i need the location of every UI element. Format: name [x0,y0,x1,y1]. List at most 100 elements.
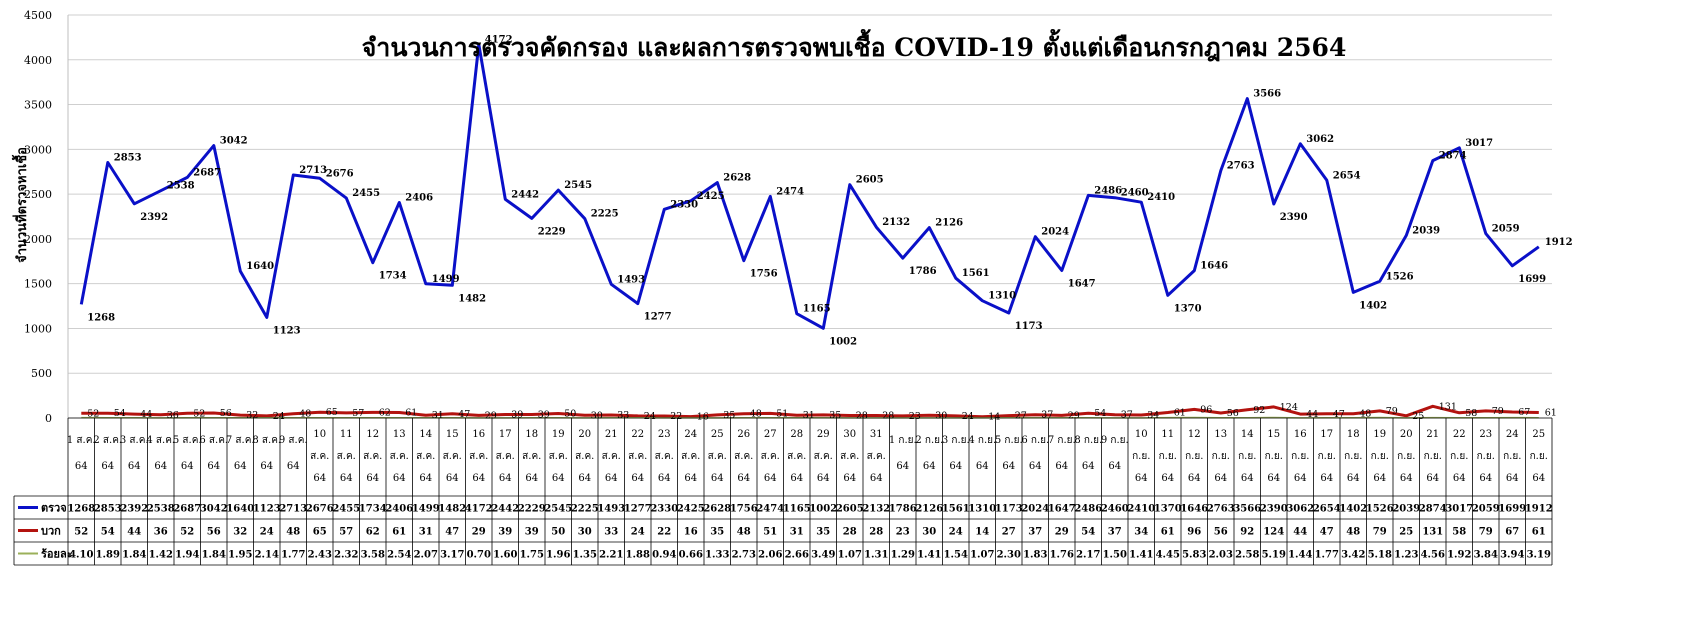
table-cell-value: 1165 [783,504,811,515]
data-label-positive: 57 [352,408,364,419]
x-tick-label: ก.ย. [1424,451,1442,462]
data-label-positive: 65 [326,407,338,418]
table-cell-value: 1.29 [891,550,915,561]
table-cell-value: 2538 [147,504,175,515]
x-tick-label: 64 [154,461,167,472]
data-label-positive: 61 [1545,408,1557,419]
x-tick-label: 64 [499,473,512,484]
table-cell-value: 2392 [120,504,148,515]
x-tick-label: 13 [393,429,406,440]
table-cell-value: 2676 [306,504,334,515]
table-cell-value: 2024 [1021,504,1049,515]
data-label-tested: 2853 [114,152,142,163]
x-tick-label: 64 [1453,473,1466,484]
x-tick-label: 15 [446,429,459,440]
data-label-positive: 28 [882,410,894,421]
legend-label: ตรวจ [41,502,67,515]
table-cell-value: 61 [1161,527,1175,538]
x-tick-label: 21 [1426,429,1439,440]
x-tick-label: ก.ย. [1397,451,1415,462]
x-tick-label: 64 [1320,473,1333,484]
table-cell-value: 1499 [412,504,440,515]
table-cell-value: 2545 [544,504,572,515]
x-tick-label: ส.ค. [496,451,515,462]
x-tick-label: 27 [764,429,777,440]
x-tick-label: ส.ค. [575,451,594,462]
x-tick-label: 64 [1214,473,1227,484]
table-cell-value: 62 [366,527,380,538]
x-tick-label: 64 [393,473,406,484]
x-tick-label: ส.ค. [337,451,356,462]
data-label-tested: 2654 [1333,170,1361,181]
x-tick-label: 22 [1453,429,1466,440]
x-tick-label: 21 [605,429,618,440]
x-tick-label: 64 [790,473,803,484]
table-cell-value: 1.33 [705,550,729,561]
x-tick-label: ก.ย. [1503,451,1521,462]
table-cell-value: 1.95 [228,550,252,561]
x-tick-label: 64 [1055,461,1068,472]
x-tick-label: 64 [1082,461,1095,472]
y-tick-label: 1500 [24,278,52,291]
data-label-positive: 30 [591,410,603,421]
x-tick-label: 16 [1294,429,1307,440]
table-cell-value: 33 [604,527,618,538]
x-tick-label: 22 [631,429,644,440]
data-label-positive: 124 [1280,402,1298,413]
x-tick-label: 2 ก.ย. [915,435,943,446]
x-tick-label: ส.ค. [549,451,568,462]
table-cell-value: 1.94 [175,550,199,561]
x-tick-label: 64 [1161,473,1174,484]
x-tick-label: ส.ค. [787,451,806,462]
x-tick-label: 25 [711,429,724,440]
table-cell-value: 1646 [1180,504,1208,515]
table-cell-value: 29 [472,527,486,538]
data-label-tested: 2628 [723,173,751,184]
table-cell-value: 1402 [1339,504,1367,515]
x-tick-label: 8 ก.ย. [1074,435,1102,446]
table-cell-value: 1526 [1366,504,1394,515]
table-cell-value: 29 [1055,527,1069,538]
x-tick-label: 64 [1479,473,1492,484]
table-cell-value: 2.66 [785,550,809,561]
table-cell-value: 58 [1452,527,1466,538]
data-label-tested: 1277 [644,312,672,323]
table-cell-value: 2330 [650,504,678,515]
x-tick-label: 64 [260,461,273,472]
x-tick-label: 14 [419,429,432,440]
table-cell-value: 56 [1214,527,1228,538]
table-cell-value: 1640 [226,504,254,515]
data-label-tested: 1493 [617,274,645,285]
x-tick-label: 64 [340,473,353,484]
x-tick-label: 3 ก.ย. [942,435,970,446]
table-cell-value: 2.07 [414,550,438,561]
x-tick-label: 4 ส.ค. [146,435,175,446]
data-label-tested: 1756 [750,269,778,280]
table-cell-value: 35 [816,527,830,538]
table-cell-value: 48 [286,527,300,538]
x-tick-label: 64 [1241,473,1254,484]
data-label-positive: 79 [1492,406,1504,417]
table-cell-value: 36 [154,527,168,538]
data-label-tested: 3042 [220,136,248,147]
x-tick-label: 64 [658,473,671,484]
x-tick-label: ก.ย. [1212,451,1230,462]
table-cell-value: 34 [1134,527,1148,538]
x-tick-label: 30 [843,429,856,440]
x-tick-label: 19 [552,429,565,440]
table-cell-value: 1.07 [838,550,862,561]
table-cell-value: 24 [631,527,645,538]
table-cell-value: 3017 [1445,504,1473,515]
data-label-tested: 1370 [1174,303,1202,314]
data-label-tested: 1734 [379,271,407,282]
table-cell-value: 3042 [200,504,228,515]
data-label-positive: 92 [1253,405,1265,416]
data-label-positive: 39 [511,410,523,421]
table-cell-value: 1.41 [917,550,941,561]
x-tick-label: 6 ก.ย. [1021,435,1049,446]
x-tick-label: ส.ค. [443,451,462,462]
table-cell-value: 2132 [862,504,890,515]
table-cell-value: 61 [392,527,406,538]
table-cell-value: 2.21 [599,550,623,561]
data-label-positive: 24 [644,411,656,422]
